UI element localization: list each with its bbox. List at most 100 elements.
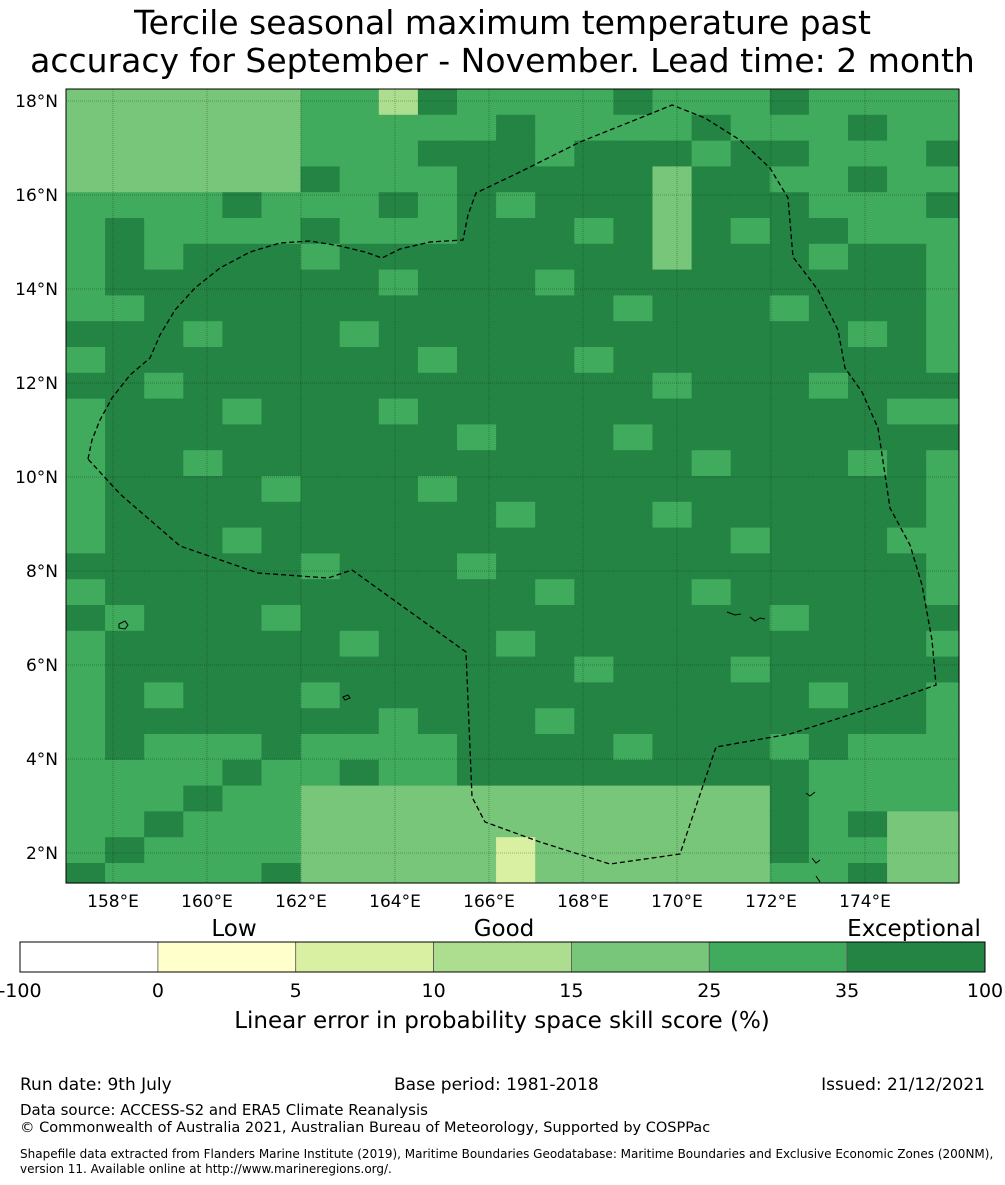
grid-cell: [808, 579, 849, 606]
grid-cell: [457, 114, 497, 142]
grid-cell: [378, 476, 419, 503]
grid-cell: [730, 527, 771, 554]
grid-cell: [848, 269, 888, 296]
grid-cell: [66, 811, 106, 838]
grid-cell: [730, 630, 771, 658]
colorbar-swatch: [157, 941, 297, 973]
grid-cell: [105, 785, 145, 812]
grid-cell: [535, 501, 575, 529]
grid-cell: [769, 708, 810, 735]
grid-cell: [378, 114, 419, 142]
grid-cell: [730, 243, 771, 271]
grid-cell: [457, 398, 497, 425]
grid-cell: [535, 114, 575, 142]
grid-cell: [222, 476, 263, 503]
colorbar-title: Linear error in probability space skill …: [234, 1008, 770, 1034]
grid-cell: [652, 708, 693, 735]
grid-cell: [222, 811, 263, 838]
grid-cell: [261, 682, 302, 709]
grid-cell: [496, 527, 536, 554]
grid-cell: [926, 476, 960, 503]
grid-cell: [887, 166, 927, 193]
grid-cell: [769, 630, 810, 658]
run-date: Run date: 9th July: [20, 1075, 172, 1095]
grid-cell: [417, 218, 458, 245]
grid-cell: [769, 682, 810, 709]
grid-cell: [105, 501, 145, 529]
grid-cell: [144, 501, 184, 529]
grid-cell: [144, 708, 184, 735]
grid-cell: [926, 553, 960, 580]
grid-cell: [378, 218, 419, 245]
skill-grid: [66, 89, 960, 884]
grid-cell: [222, 759, 263, 787]
grid-cell: [887, 553, 927, 580]
colorbar-swatches: [19, 941, 986, 973]
grid-cell: [613, 579, 654, 606]
grid-cell: [339, 295, 380, 322]
grid-cell: [926, 785, 960, 812]
grid-cell: [808, 501, 849, 529]
grid-cell: [691, 269, 732, 296]
grid-cell: [926, 140, 960, 167]
map-title: Tercile seasonal maximum temperature pas…: [0, 4, 1005, 80]
grid-cell: [652, 785, 693, 812]
grid-cell: [496, 553, 536, 580]
grid-cell: [105, 708, 145, 735]
grid-cell: [535, 656, 575, 683]
grid-cell: [300, 837, 341, 864]
grid-cell: [848, 140, 888, 167]
grid-cell: [300, 863, 341, 884]
grid-cell: [378, 863, 419, 884]
colorbar-swatch: [295, 941, 435, 973]
grid-cell: [144, 656, 184, 683]
grid-cell: [261, 501, 302, 529]
grid-cell: [848, 347, 888, 374]
grid-cell: [652, 811, 693, 838]
issued-date: Issued: 21/12/2021: [821, 1075, 985, 1095]
grid-cell: [457, 269, 497, 296]
grid-cell: [378, 89, 419, 116]
grid-cell: [848, 89, 888, 116]
grid-cell: [887, 269, 927, 296]
grid-cell: [105, 863, 145, 884]
grid-cell: [339, 863, 380, 884]
grid-cell: [926, 527, 960, 554]
grid-cell: [613, 734, 654, 761]
grid-cell: [105, 630, 145, 658]
grid-cell: [300, 579, 341, 606]
grid-cell: [300, 218, 341, 245]
grid-cell: [926, 398, 960, 425]
lat-label: 14°N: [15, 280, 58, 300]
grid-cell: [496, 605, 536, 632]
grid-cell: [808, 837, 849, 864]
grid-cell: [66, 243, 106, 271]
grid-cell: [574, 501, 614, 529]
grid-cell: [66, 656, 106, 683]
grid-cell: [417, 476, 458, 503]
grid-cell: [105, 243, 145, 271]
grid-cell: [613, 218, 654, 245]
grid-cell: [300, 553, 341, 580]
grid-cell: [574, 708, 614, 735]
grid-cell: [730, 553, 771, 580]
grid-cell: [417, 863, 458, 884]
grid-cell: [496, 243, 536, 271]
grid-cell: [417, 759, 458, 787]
grid-cell: [300, 605, 341, 632]
grid-cell: [339, 785, 380, 812]
grid-cell: [222, 192, 263, 219]
grid-cell: [887, 295, 927, 322]
grid-cell: [300, 166, 341, 193]
grid-cell: [261, 785, 302, 812]
grid-cell: [887, 321, 927, 348]
grid-cell: [457, 863, 497, 884]
grid-cell: [730, 837, 771, 864]
grid-cell: [417, 527, 458, 554]
lon-label: 166°E: [463, 892, 515, 912]
grid-cell: [730, 269, 771, 296]
grid-cell: [887, 785, 927, 812]
grid-cell: [574, 372, 614, 400]
grid-cell: [652, 114, 693, 142]
grid-cell: [535, 243, 575, 271]
